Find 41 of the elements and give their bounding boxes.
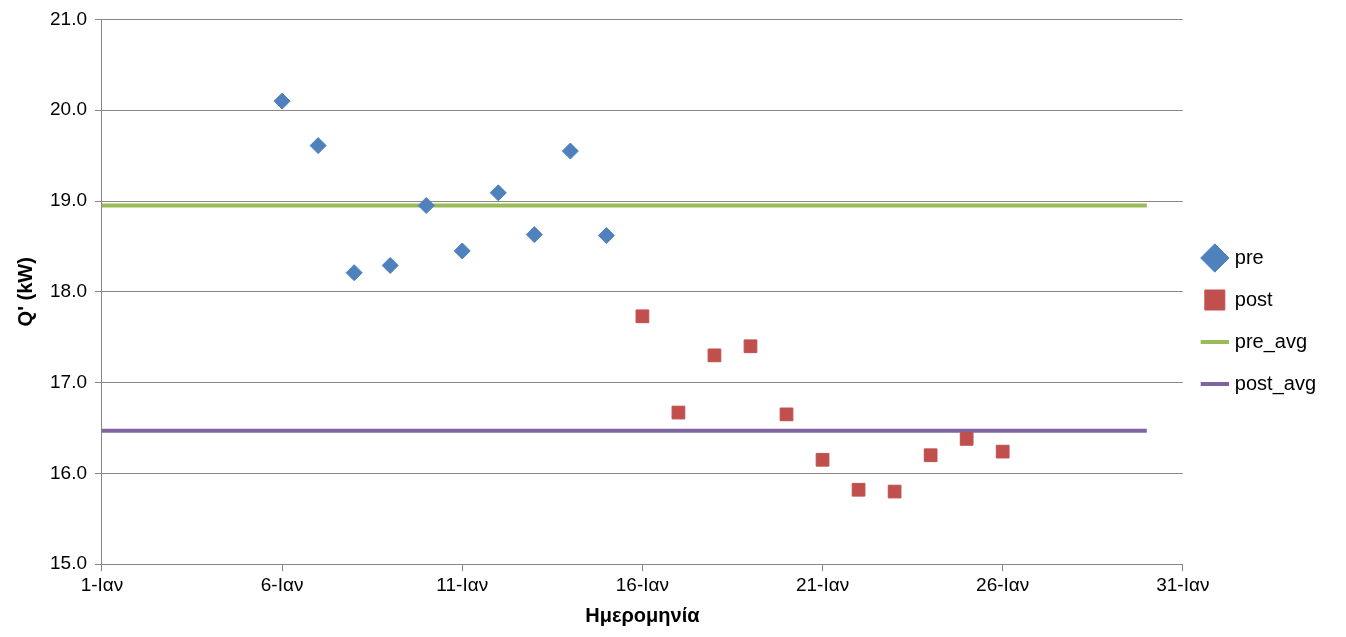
point — [561, 142, 579, 160]
point — [779, 407, 794, 422]
x-axis-title: Ημερομηνία — [585, 603, 701, 626]
y-tick-label: 15.0 — [50, 552, 87, 574]
point — [381, 256, 399, 274]
x-tick-label: 31-Ιαν — [1156, 573, 1210, 595]
x-tick-label: 1-Ιαν — [80, 573, 124, 595]
point — [635, 309, 650, 324]
x-tick-label: 26-Ιαν — [976, 573, 1030, 595]
point — [887, 484, 902, 499]
y-tick-label: 18.0 — [50, 280, 87, 302]
point — [597, 227, 615, 244]
x-tick-label: 11-Ιαν — [436, 573, 489, 595]
legend-label: pre — [1234, 245, 1264, 268]
y-tick-label: 17.0 — [50, 370, 87, 392]
point — [671, 405, 686, 420]
point — [273, 92, 291, 110]
x-tick-label: 21-Ιαν — [795, 573, 850, 595]
point — [417, 197, 435, 215]
legend-label: post — [1234, 287, 1274, 310]
point — [959, 432, 974, 446]
point — [851, 482, 866, 497]
point — [743, 339, 758, 354]
point — [923, 448, 938, 463]
point — [707, 348, 722, 363]
y-tick-label: 19.0 — [50, 189, 87, 211]
point — [525, 226, 543, 244]
point — [489, 184, 507, 202]
y-tick-label: 20.0 — [50, 98, 87, 120]
point — [453, 242, 471, 260]
point — [345, 264, 363, 282]
legend-label: pre_avg — [1234, 329, 1308, 353]
legend-label: post_avg — [1234, 371, 1316, 395]
point — [815, 452, 830, 467]
y-tick-label: 16.0 — [50, 461, 87, 483]
y-tick-label: 21.0 — [50, 7, 87, 29]
x-tick-label: 6-Ιαν — [260, 573, 304, 595]
x-tick-label: 16-Ιαν — [615, 573, 670, 595]
y-axis-title: Q' (kW) — [13, 257, 36, 327]
point — [309, 137, 327, 155]
point — [995, 444, 1010, 459]
